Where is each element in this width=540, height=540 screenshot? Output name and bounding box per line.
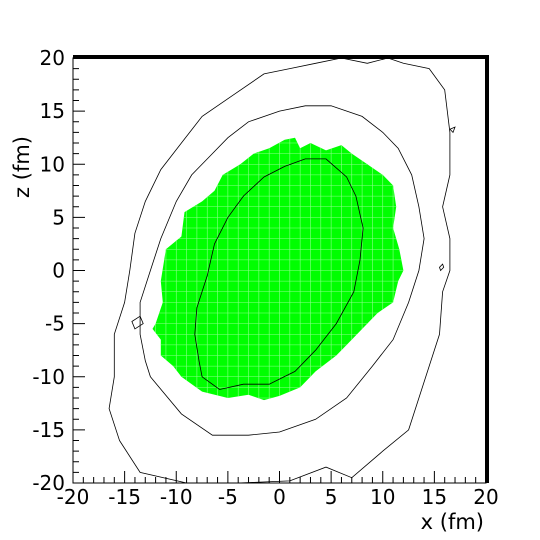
x-tick-label: 0: [273, 485, 286, 509]
contour-inner: [194, 158, 364, 390]
contour-island-1: [131, 315, 144, 330]
y-tick-label: 20: [40, 46, 65, 70]
contour-lines: [108, 58, 456, 483]
y-tick-label: 15: [40, 99, 65, 123]
contour-middle: [139, 105, 425, 436]
y-axis-title: z (fm): [10, 136, 34, 198]
y-tick-label: -15: [32, 418, 65, 442]
y-tick-label: 0: [52, 259, 65, 283]
contour-outer: [108, 58, 451, 483]
x-tick-label: 20: [473, 485, 498, 509]
y-tick-label: -10: [32, 365, 65, 389]
x-tick-label: -10: [160, 485, 193, 509]
y-tick-label: -5: [45, 312, 65, 336]
x-tick-label: 15: [422, 485, 447, 509]
contour-island-2: [439, 263, 445, 272]
frame-shadow-top: [73, 55, 489, 59]
x-tick-label: 5: [325, 485, 338, 509]
x-tick-label: -20: [57, 485, 90, 509]
frame-shadow-right: [485, 55, 489, 483]
contour-island-3: [449, 126, 456, 134]
x-tick-label: -5: [218, 485, 238, 509]
y-tick-label: 10: [40, 152, 65, 176]
y-tick-label: -20: [32, 471, 65, 495]
y-tick-label: 5: [52, 205, 65, 229]
axis-ticks: [72, 57, 487, 484]
x-axis-title: x (fm): [421, 510, 484, 534]
x-tick-label: 10: [370, 485, 395, 509]
axis-tick-labels: -20 -15 -10 -5 0 5 10 15 20 -20 -15 -10 -5 0 5 10 15 20: [32, 46, 498, 509]
x-tick-label: -15: [108, 485, 141, 509]
